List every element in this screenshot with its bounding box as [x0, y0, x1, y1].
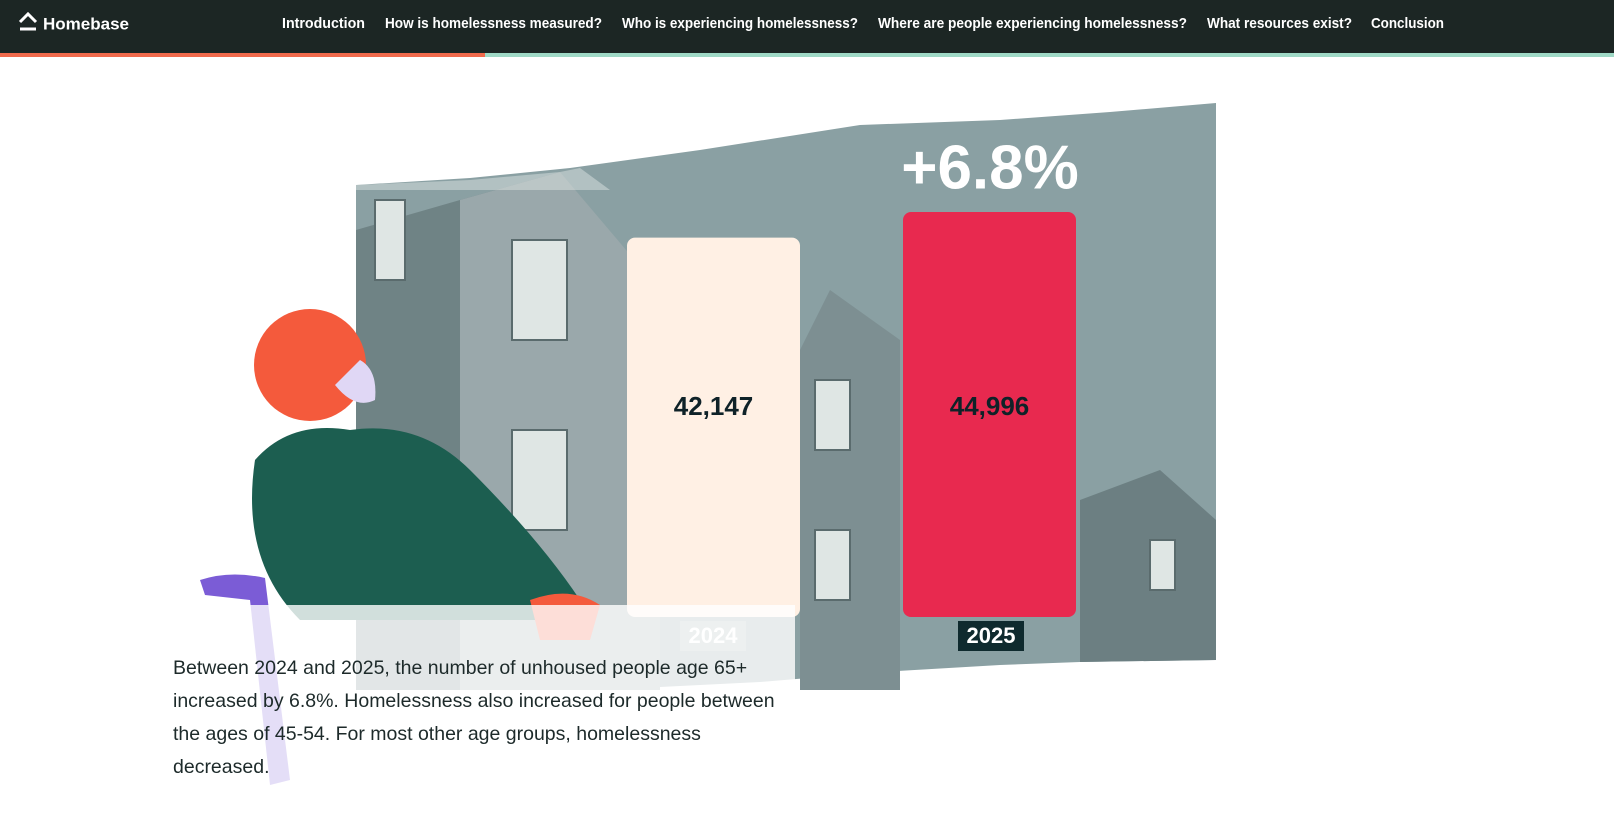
progress-rest: [485, 53, 1614, 57]
logo[interactable]: Homebase: [43, 14, 129, 33]
caption: Between 2024 and 2025, the number of unh…: [173, 657, 775, 778]
bar: [903, 212, 1076, 617]
nav-link[interactable]: What resources exist?: [1207, 15, 1352, 32]
value-label: 44,996: [950, 391, 1030, 421]
nav-link[interactable]: Where are people experiencing homelessne…: [878, 15, 1187, 32]
nav-link[interactable]: Conclusion: [1371, 15, 1444, 32]
caption-box: [137, 605, 795, 823]
nav-bar: [0, 0, 1614, 53]
value-label: 42,147: [674, 391, 754, 421]
category-label-bg: [958, 621, 1024, 651]
nav-link[interactable]: How is homelessness measured?: [385, 15, 602, 32]
progress-done: [0, 53, 485, 57]
category-label: 2025: [967, 623, 1016, 648]
change-annotation: +6.8%: [901, 133, 1079, 202]
logo-icon: [18, 11, 38, 31]
bar: [627, 237, 800, 617]
nav-link[interactable]: Introduction: [282, 15, 365, 32]
nav-link[interactable]: Who is experiencing homelessness?: [622, 15, 858, 32]
